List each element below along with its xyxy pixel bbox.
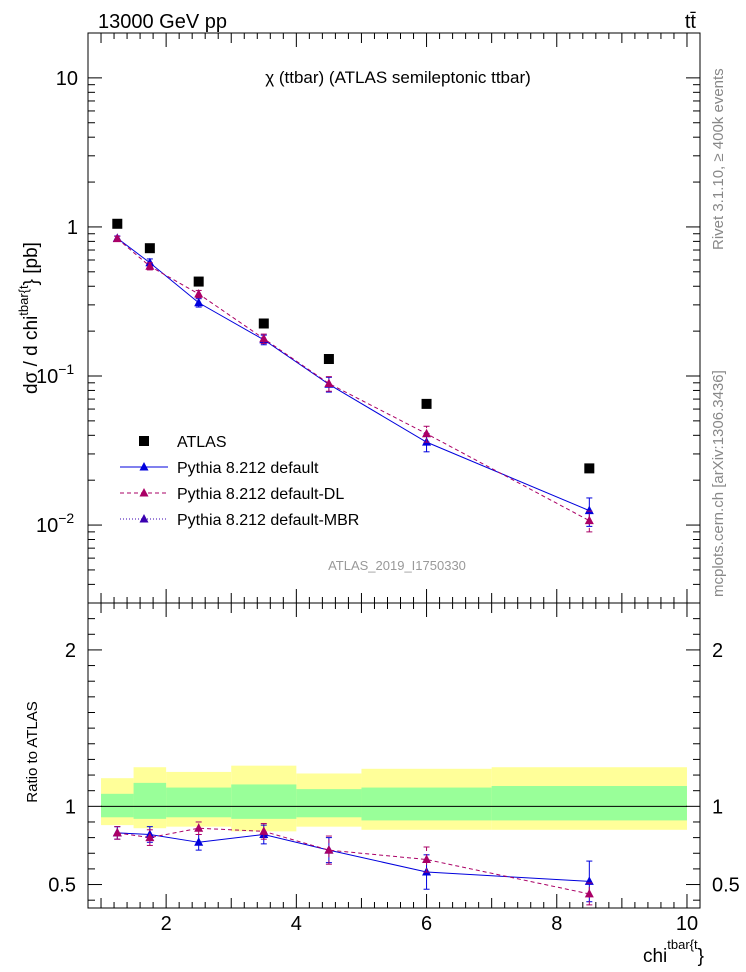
ratio-series-layer: [112, 821, 594, 906]
uncertainty-band-inner: [133, 782, 167, 819]
atlas-point: [584, 463, 595, 474]
uncertainty-band-inner: [491, 786, 687, 821]
main-panel: [87, 32, 701, 604]
y-axis-label-main: dσ / d chi: [21, 316, 42, 394]
y-tick-label: 10−1: [36, 361, 74, 388]
y-axis-label-sup: tbar{t: [16, 285, 31, 316]
uncertainty-band-inner: [101, 793, 134, 818]
x-tick-label: 4: [291, 913, 302, 935]
y-tick-exponent: −2: [58, 510, 74, 526]
atlas-point: [193, 276, 204, 287]
atlas-point: [323, 354, 334, 365]
x-tick-label: 6: [421, 913, 432, 935]
x-tick-label: 2: [161, 913, 172, 935]
legend-marker: [139, 436, 149, 446]
default_dl-point: [422, 428, 432, 438]
default_dl-ratio-point: [259, 826, 269, 835]
legend-marker: [139, 488, 149, 497]
ratio-y-tick-label-right: 2: [712, 640, 723, 662]
mcplots-label: mcplots.cern.ch [arXiv:1306.3436]: [710, 370, 727, 597]
default-ratio-point: [194, 837, 204, 846]
y-tick-exponent: −1: [58, 361, 74, 377]
main-frame: [87, 32, 701, 604]
x-tick-label: 8: [551, 913, 562, 935]
default-point: [194, 297, 204, 307]
legend-entry-default: Pythia 8.212 default: [120, 460, 319, 477]
x-axis-label-tail: }: [698, 946, 704, 967]
y-axis-label-tail: } [pb]: [21, 242, 42, 285]
uncertainty-band-inner: [231, 784, 297, 819]
legend-label: Pythia 8.212 default-DL: [177, 486, 344, 503]
ratio-panel: [87, 602, 701, 909]
default_dl-ratio-point: [112, 827, 122, 837]
y-tick-mantissa: 10: [36, 515, 58, 537]
ratio-y-axis-label: Ratio to ATLAS: [24, 701, 41, 802]
uncertainty-band-inner: [361, 787, 492, 821]
x-axis-label: chitbar{t}: [643, 937, 704, 967]
legend: ATLAS Pythia 8.212 default Pythia 8.212 de…: [120, 434, 359, 529]
ratio-axes: 0.5 0.5 1 1 2 2 2 4 6 8 10: [48, 603, 740, 935]
main-series-layer: [112, 218, 595, 533]
y-tick-label: 1: [67, 217, 78, 239]
watermark-label: ATLAS_2019_I1750330: [328, 558, 466, 573]
ratio-y-tick-label: 1: [65, 796, 76, 818]
uncertainty-band-inner: [296, 789, 362, 818]
default_dl-point: [259, 333, 269, 343]
default_dl-ratio-point: [422, 854, 432, 864]
ratio-y-tick-label: 0.5: [48, 875, 76, 897]
chart-title: χ (ttbar) (ATLAS semileptonic ttbar): [265, 68, 531, 87]
default_dl-ratio-point: [324, 845, 334, 854]
atlas-point: [112, 218, 123, 229]
ratio-series-default_dl: [112, 821, 594, 906]
ratio-y-tick-label-right: 0.5: [712, 875, 740, 897]
rivet-version-label: Rivet 3.1.10, ≥ 400k events: [710, 68, 727, 250]
default-point: [584, 505, 594, 515]
default_dl-ratio-point: [584, 888, 594, 898]
ratio-y-tick-label-right: 1: [712, 796, 723, 818]
process-label: tt̄: [685, 11, 697, 33]
series-default_dl: [112, 233, 594, 533]
default_dl-ratio-point: [194, 823, 204, 832]
legend-marker: [139, 514, 149, 523]
legend-label: Pythia 8.212 default: [177, 460, 319, 477]
x-tick-label: 10: [676, 913, 698, 935]
default_dl-point: [194, 288, 204, 298]
y-tick-mantissa: 10: [36, 366, 58, 388]
legend-label: Pythia 8.212 default-MBR: [177, 512, 359, 529]
y-axis-label: dσ / d chitbar{t} [pb]: [16, 242, 42, 394]
series-atlas: [112, 218, 595, 474]
legend-entry-default_mbr: Pythia 8.212 default-MBR: [120, 512, 359, 529]
ratio-y-tick-label: 2: [65, 640, 76, 662]
default_dl-point: [324, 378, 334, 388]
x-axis-label-sup: tbar{t: [667, 937, 698, 952]
legend-entry-default_dl: Pythia 8.212 default-DL: [120, 486, 344, 503]
default_dl-ratio-point: [145, 832, 155, 842]
energy-label: 13000 GeV pp: [98, 11, 227, 33]
atlas-point: [421, 398, 432, 409]
x-axis-label-main: chi: [643, 946, 667, 967]
legend-marker: [139, 462, 149, 471]
y-tick-label: 10−2: [36, 510, 74, 537]
default_dl-point: [584, 515, 594, 525]
default_dl-point: [112, 233, 122, 243]
default_dl-point: [145, 261, 155, 270]
legend-entry-atlas: ATLAS: [139, 434, 227, 451]
ratio-frame: [87, 602, 701, 909]
atlas-point: [144, 243, 155, 254]
uncertainty-band-inner: [166, 787, 232, 818]
y-tick-label: 10: [56, 68, 78, 90]
legend-label: ATLAS: [177, 434, 227, 451]
atlas-point: [258, 318, 269, 329]
